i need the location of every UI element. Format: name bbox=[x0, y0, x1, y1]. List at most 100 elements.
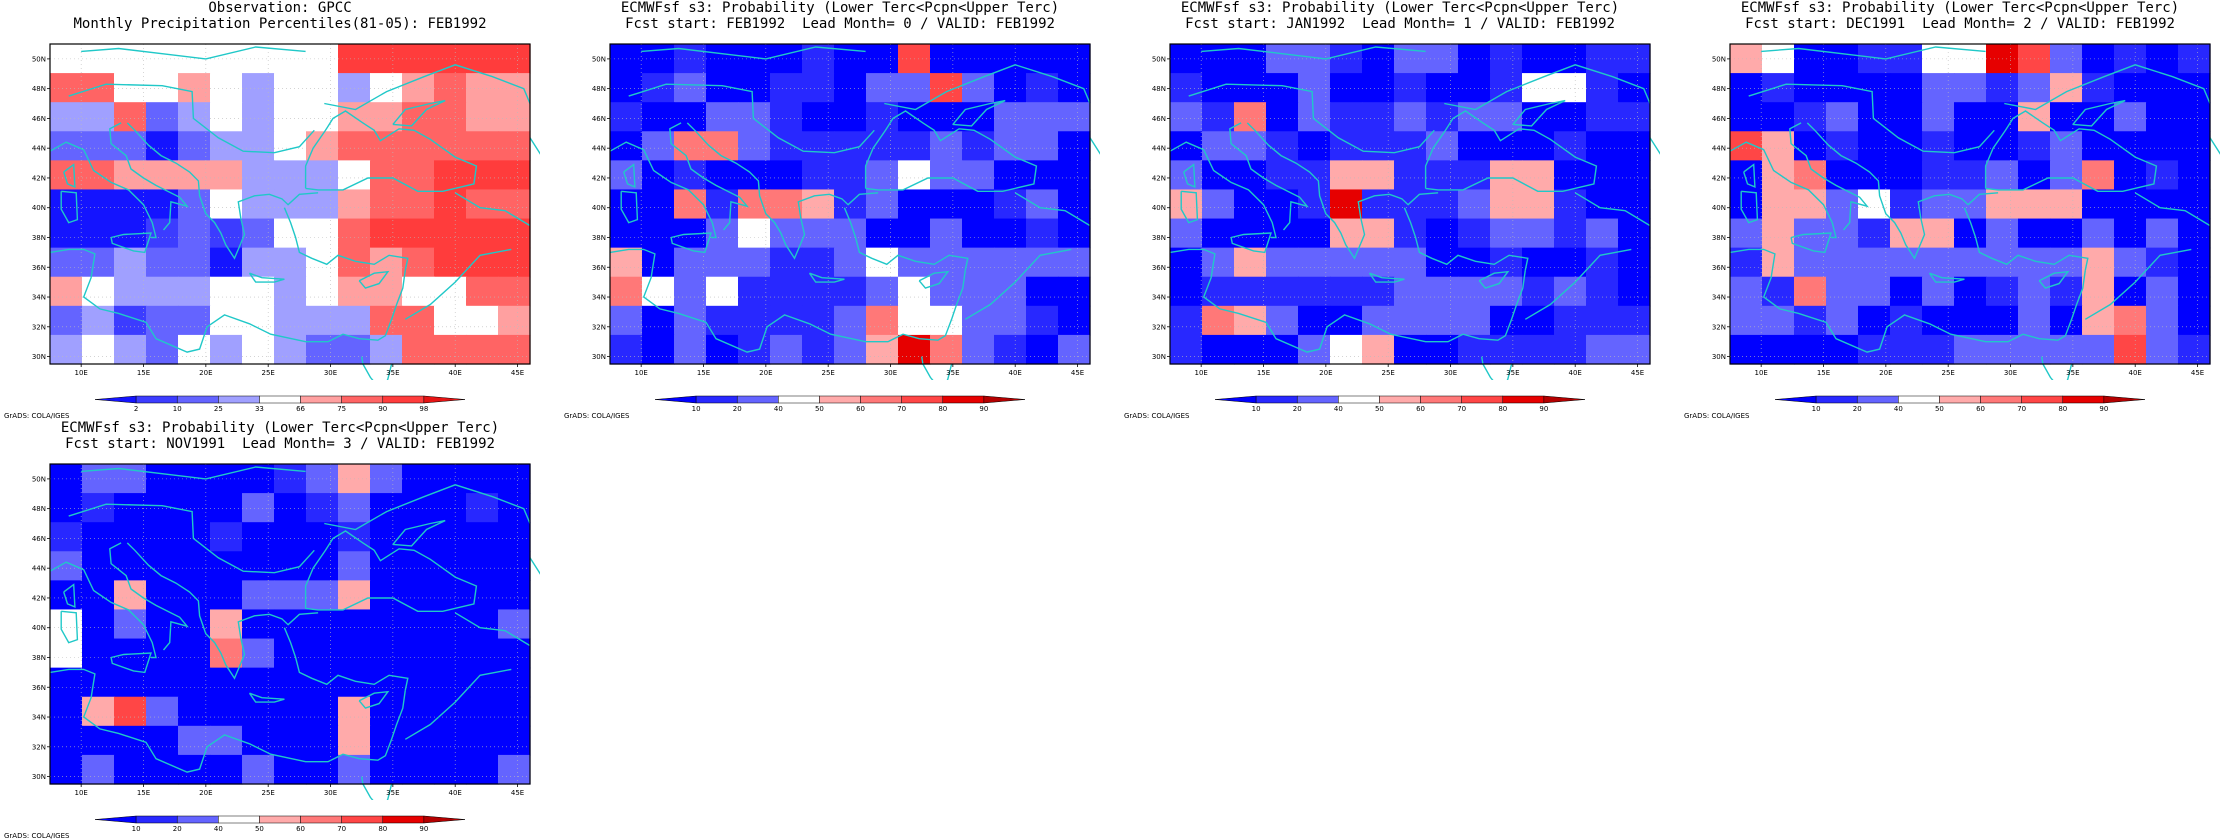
coastline bbox=[1481, 356, 1494, 380]
heatmap-cell bbox=[674, 189, 707, 220]
heatmap-cell bbox=[962, 334, 995, 365]
coastline bbox=[404, 248, 512, 320]
y-tick-label: 46N bbox=[592, 115, 606, 123]
heatmap-cell bbox=[2178, 189, 2211, 220]
heatmap-cell bbox=[146, 754, 179, 785]
heatmap-cell bbox=[1986, 276, 2019, 307]
heatmap-cell bbox=[1554, 160, 1587, 191]
coastline bbox=[49, 141, 157, 239]
heatmap-cell bbox=[706, 276, 739, 307]
heatmap-cell bbox=[2146, 131, 2179, 161]
heatmap-cell bbox=[1298, 160, 1331, 191]
heatmap-cell bbox=[1954, 334, 1987, 365]
colorbar-segment bbox=[300, 395, 342, 404]
heatmap-cell bbox=[1826, 160, 1859, 191]
heatmap-cell bbox=[2018, 160, 2051, 191]
y-tick-label: 38N bbox=[32, 234, 46, 242]
heatmap-cell bbox=[2082, 189, 2115, 220]
heatmap-cell bbox=[1026, 305, 1059, 336]
heatmap-cell bbox=[1922, 102, 1955, 132]
x-tick-label: 40E bbox=[449, 789, 462, 797]
colorbar-segment bbox=[135, 395, 178, 404]
heatmap-cell bbox=[274, 334, 307, 365]
heatmap-cell bbox=[306, 73, 339, 103]
chart-subtitle: Fcst start: NOV1991 Lead Month= 3 / VALI… bbox=[65, 436, 495, 452]
heatmap-cell bbox=[1026, 73, 1059, 103]
heatmap-cell bbox=[1826, 276, 1859, 307]
coastline bbox=[1524, 248, 1632, 320]
heatmap-cell bbox=[146, 667, 179, 698]
heatmap-cell bbox=[1362, 73, 1395, 103]
coastline bbox=[946, 363, 953, 380]
coastline bbox=[248, 272, 285, 283]
map-plot: 30N 32N 34N 36N 38N 40N 42N 44N 46N 48N 50N 10E 15E 2… bbox=[1152, 43, 1660, 380]
coastline bbox=[81, 466, 306, 480]
heatmap-cell bbox=[1890, 276, 1923, 307]
colorbar-segment bbox=[1502, 395, 1545, 404]
coastline bbox=[641, 46, 866, 60]
colorbar-tick-label: 33 bbox=[255, 405, 264, 412]
heatmap-cell bbox=[610, 247, 643, 278]
heatmap-cell bbox=[1586, 305, 1619, 336]
heatmap-cell bbox=[1890, 189, 1923, 220]
colorbar-tick-label: 66 bbox=[296, 405, 305, 412]
chart-title: ECMWFsf s3: Probability (Lower Terc<Pcpn… bbox=[1740, 0, 2180, 16]
heatmap-cell bbox=[898, 131, 931, 161]
heatmap-cell bbox=[114, 696, 147, 727]
heatmap-cell bbox=[1858, 247, 1891, 278]
coastline bbox=[921, 356, 934, 380]
colorbar-tick-label: 10 bbox=[1252, 405, 1261, 412]
y-tick-label: 46N bbox=[32, 535, 46, 543]
coastline bbox=[361, 356, 374, 380]
heatmap-cell bbox=[1522, 334, 1555, 365]
heatmap-cell bbox=[402, 189, 435, 220]
y-tick-label: 42N bbox=[32, 174, 46, 182]
heatmap-cell bbox=[1202, 189, 1235, 220]
heatmap-cell bbox=[370, 580, 403, 611]
heatmap-cell bbox=[210, 73, 243, 103]
heatmap-cell bbox=[1794, 334, 1827, 365]
heatmap-cell bbox=[82, 696, 115, 727]
heatmap-cell bbox=[1794, 189, 1827, 220]
heatmap-cell bbox=[1170, 102, 1203, 132]
colorbar-segment bbox=[1461, 395, 1504, 404]
coastline bbox=[404, 668, 512, 740]
coastline bbox=[1740, 190, 1759, 224]
heatmap-cell bbox=[466, 551, 499, 581]
heatmap-cell bbox=[962, 305, 995, 336]
coastline bbox=[952, 99, 1006, 127]
coastline bbox=[110, 652, 152, 674]
heatmap-cell bbox=[2082, 73, 2115, 103]
y-tick-label: 40N bbox=[32, 204, 46, 212]
heatmap-cell bbox=[498, 160, 531, 191]
heatmap-cell bbox=[50, 522, 83, 552]
heatmap-cell bbox=[50, 551, 83, 581]
heatmap-cell bbox=[114, 102, 147, 132]
heatmap-cell bbox=[1986, 160, 2019, 191]
heatmap-cell bbox=[1058, 73, 1091, 103]
heatmap-cell bbox=[1522, 276, 1555, 307]
heatmap-cell bbox=[82, 189, 115, 220]
y-tick-label: 32N bbox=[1152, 323, 1166, 331]
heatmap-cell bbox=[1490, 189, 1523, 220]
heatmap-cell bbox=[1330, 276, 1363, 307]
coastline bbox=[1230, 232, 1272, 254]
heatmap-cell bbox=[498, 334, 531, 365]
x-tick-label: 30E bbox=[2004, 369, 2017, 377]
heatmap-cell bbox=[402, 696, 435, 727]
colorbar-tick-label: 60 bbox=[856, 405, 865, 412]
heatmap-cell bbox=[1618, 73, 1651, 103]
heatmap-cell bbox=[1554, 334, 1587, 365]
heatmap-cell bbox=[1794, 131, 1827, 161]
heatmap-cell bbox=[2178, 276, 2211, 307]
heatmap-cell bbox=[1522, 189, 1555, 220]
credit-label: GrADS: COLA/IGES bbox=[4, 412, 70, 420]
x-tick-label: 10E bbox=[1754, 369, 1767, 377]
colorbar-segment bbox=[983, 395, 1026, 404]
heatmap-cell bbox=[434, 189, 467, 220]
heatmap-cell bbox=[338, 609, 371, 640]
heatmap-cell bbox=[338, 580, 371, 611]
heatmap-cell bbox=[306, 522, 339, 552]
heatmap-cell bbox=[370, 638, 403, 669]
heatmap-cell bbox=[1426, 102, 1459, 132]
